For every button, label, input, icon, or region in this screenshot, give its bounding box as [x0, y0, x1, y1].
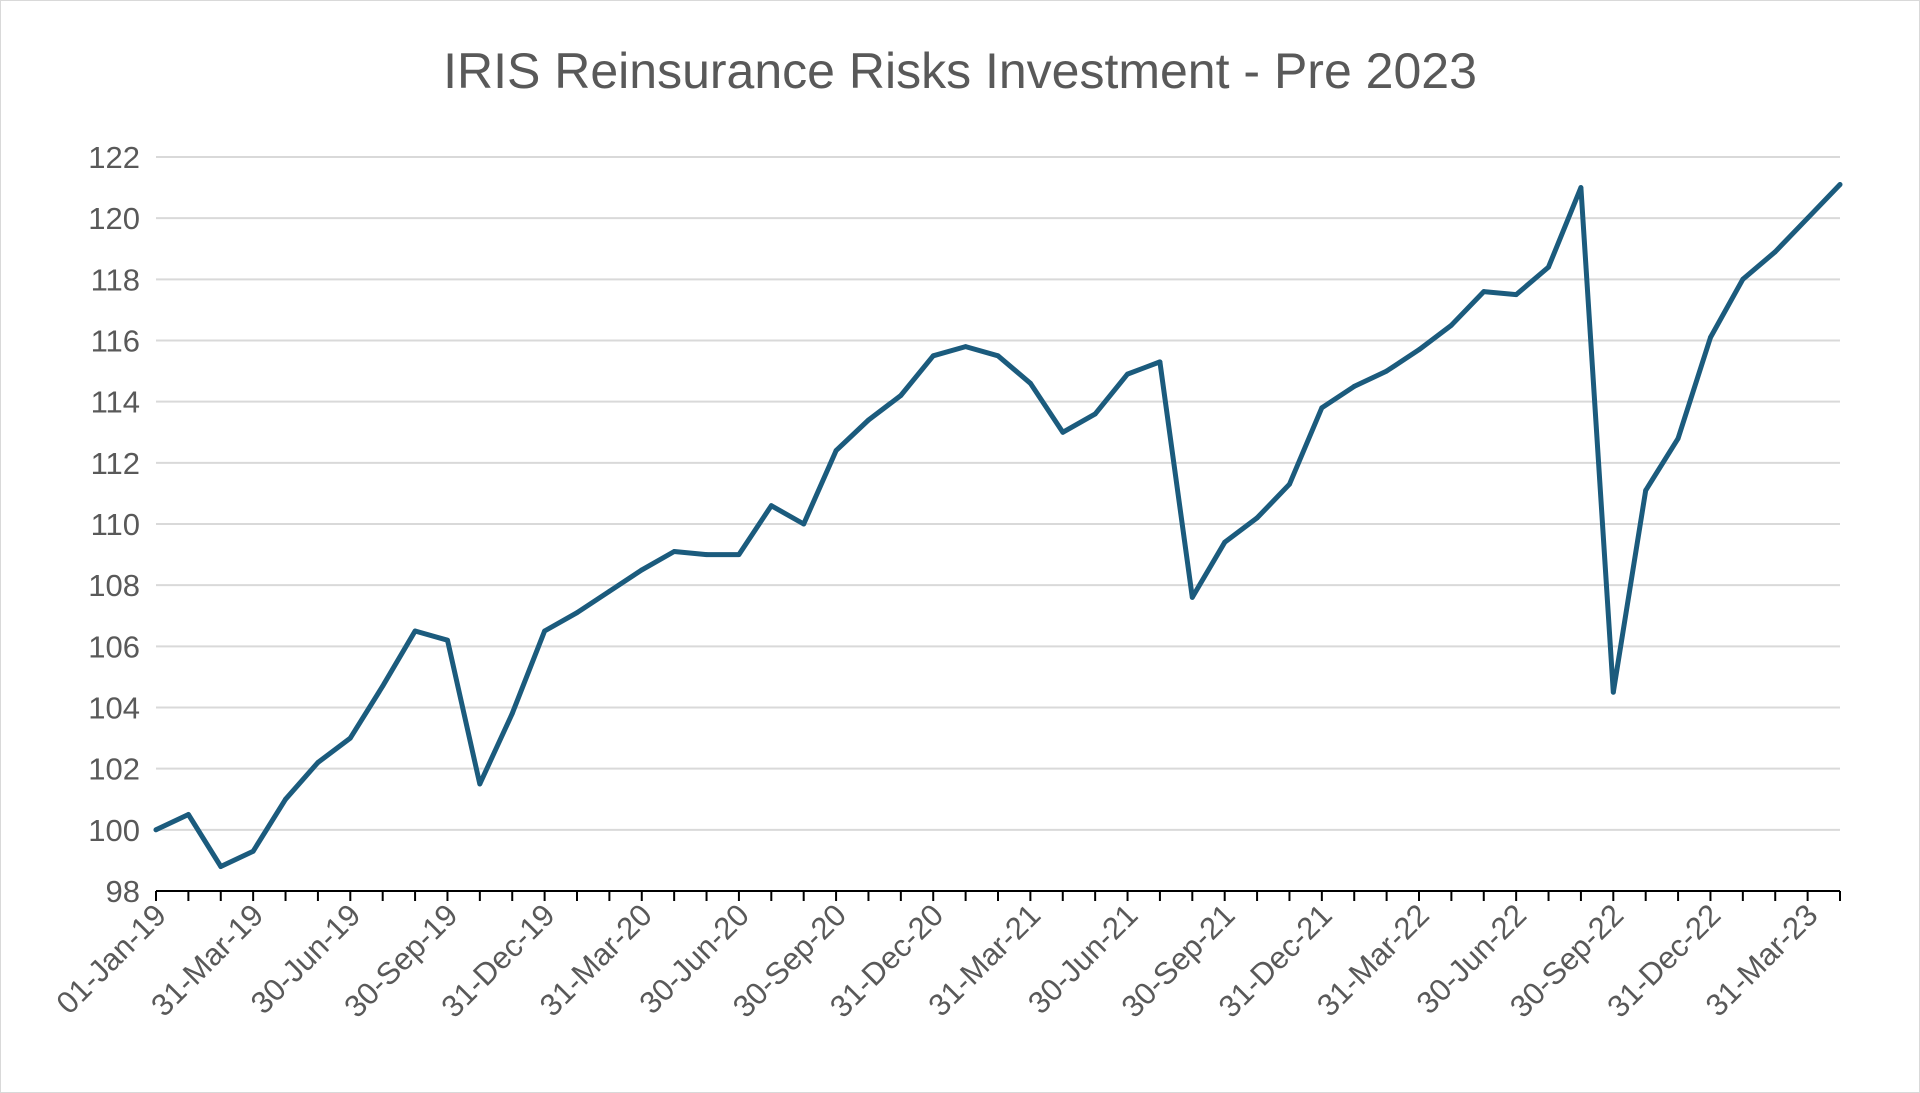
y-tick-label: 100	[88, 813, 140, 848]
data-point	[801, 521, 807, 527]
data-point	[736, 552, 742, 557]
data-point	[1060, 429, 1066, 435]
y-tick-label: 116	[91, 324, 140, 359]
y-tick-label: 114	[91, 385, 140, 420]
data-point	[412, 628, 418, 634]
data-point	[1189, 595, 1195, 600]
x-axis-tick-marks	[155, 891, 1841, 901]
data-point	[606, 588, 612, 594]
data-point	[218, 864, 224, 869]
data-point	[704, 552, 709, 557]
y-tick-label: 102	[88, 752, 140, 787]
data-point	[671, 549, 677, 554]
data-point	[995, 353, 1001, 359]
y-tick-label: 120	[88, 201, 140, 236]
data-point	[963, 344, 969, 350]
data-point	[1546, 264, 1551, 270]
data-point	[185, 812, 191, 817]
data-point	[1643, 487, 1649, 493]
data-point	[1805, 215, 1811, 221]
data-point	[768, 503, 774, 509]
data-point	[509, 711, 515, 717]
data-point	[153, 827, 159, 833]
y-tick-label: 106	[88, 629, 140, 664]
y-tick-label: 104	[88, 691, 140, 726]
data-point	[1740, 276, 1746, 282]
data-point	[1351, 383, 1357, 389]
y-tick-label: 118	[91, 262, 140, 297]
data-point	[1287, 481, 1292, 487]
data-point	[1448, 322, 1454, 328]
data-point	[1675, 435, 1681, 441]
y-axis-tick-labels: 98 100 102 104 106 108 110 112 114 116 118 120 122	[88, 140, 140, 909]
data-point	[380, 683, 386, 689]
data-point	[347, 735, 353, 741]
data-point	[477, 781, 483, 787]
x-axis-tick-labels: 01-Jan-1931-Mar-1930-Jun-1930-Sep-1931-D…	[49, 897, 1824, 1024]
y-tick-label: 112	[91, 446, 140, 481]
data-point	[1157, 359, 1163, 365]
data-point	[1092, 411, 1098, 417]
data-point	[283, 796, 288, 802]
data-point	[574, 610, 580, 616]
data-point	[1027, 380, 1033, 386]
data-point	[866, 417, 871, 423]
data-point	[639, 567, 645, 573]
data-point	[1319, 405, 1325, 411]
series-layer	[153, 182, 1843, 869]
data-point	[1481, 289, 1487, 294]
data-point	[445, 637, 450, 643]
data-point	[930, 353, 936, 359]
data-point	[1416, 347, 1422, 353]
y-tick-label: 122	[88, 140, 140, 175]
data-point	[542, 628, 548, 634]
series-line-0	[153, 182, 1843, 869]
data-point	[1772, 249, 1778, 255]
chart-title: IRIS Reinsurance Risks Investment - Pre …	[443, 43, 1477, 99]
data-point	[250, 848, 256, 854]
data-point	[1708, 335, 1713, 340]
data-point	[833, 448, 839, 453]
data-point	[1254, 515, 1260, 521]
data-point	[315, 760, 321, 765]
y-tick-label: 108	[88, 568, 140, 603]
y-tick-label: 98	[106, 874, 140, 909]
data-point	[1610, 689, 1616, 695]
gridlines	[156, 156, 1840, 831]
y-tick-label: 110	[91, 507, 140, 542]
data-point	[1578, 185, 1584, 190]
data-point	[1384, 368, 1390, 374]
data-point	[1513, 292, 1519, 298]
data-point	[1222, 539, 1228, 545]
data-point	[1837, 182, 1843, 187]
data-point	[1125, 371, 1130, 377]
data-point	[898, 393, 904, 398]
